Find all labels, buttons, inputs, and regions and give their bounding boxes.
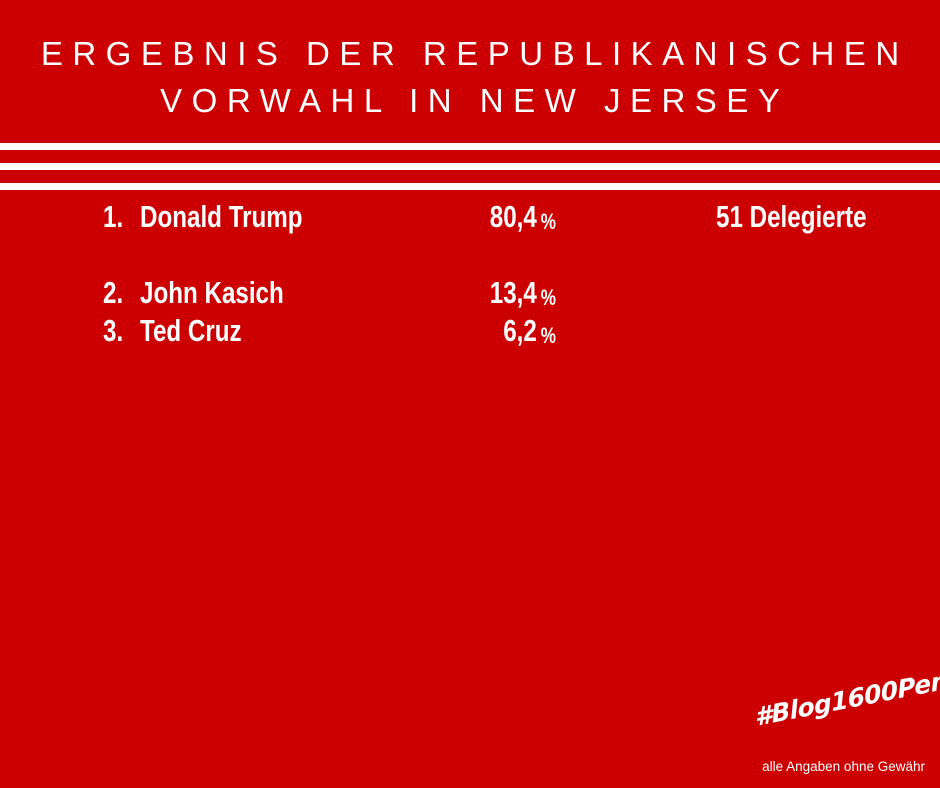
result-percent-value: 6,2 (503, 313, 537, 348)
result-rank: 2. (103, 275, 124, 310)
result-row: 2. John Kasich 13,4% (0, 274, 940, 312)
page-title: ERGEBNIS DER REPUBLIKANISCHEN VORWAHL IN… (0, 30, 940, 124)
divider-stripe-1 (0, 143, 940, 150)
result-delegates: 51 Delegierte (716, 199, 867, 234)
disclaimer-text: alle Angaben ohne Gewähr (762, 759, 925, 774)
result-rank: 3. (103, 313, 124, 348)
result-row: 3. Ted Cruz 6,2% (0, 312, 940, 350)
result-candidate-name: John Kasich (140, 275, 284, 310)
divider-gap-1 (0, 150, 940, 163)
percent-sign-icon: % (540, 285, 556, 310)
result-rank: 1. (103, 199, 124, 234)
result-percent-value: 13,4 (489, 275, 537, 310)
result-percent: 6,2% (503, 312, 556, 353)
divider-gap-2 (0, 170, 940, 183)
percent-sign-icon: % (540, 323, 556, 348)
result-row: 1. Donald Trump 80,4% 51 Delegierte (0, 198, 940, 236)
title-line-1: ERGEBNIS DER REPUBLIKANISCHEN (40, 35, 909, 72)
title-line-2: VORWAHL IN NEW JERSEY (160, 82, 790, 119)
percent-sign-icon: % (540, 209, 556, 234)
divider-stripes (0, 143, 940, 190)
divider-stripe-3 (0, 183, 940, 190)
result-percent: 13,4% (490, 274, 556, 315)
result-percent: 80,4% (490, 198, 556, 239)
result-percent-value: 80,4 (489, 199, 537, 234)
watermark: #Blog1600Penn (754, 662, 940, 750)
result-candidate-name: Ted Cruz (140, 313, 242, 348)
divider-stripe-2 (0, 163, 940, 170)
result-candidate-name: Donald Trump (140, 199, 303, 234)
watermark-label: #Blog1600Penn (753, 662, 940, 733)
results-list: 1. Donald Trump 80,4% 51 Delegierte 2. J… (0, 198, 940, 350)
